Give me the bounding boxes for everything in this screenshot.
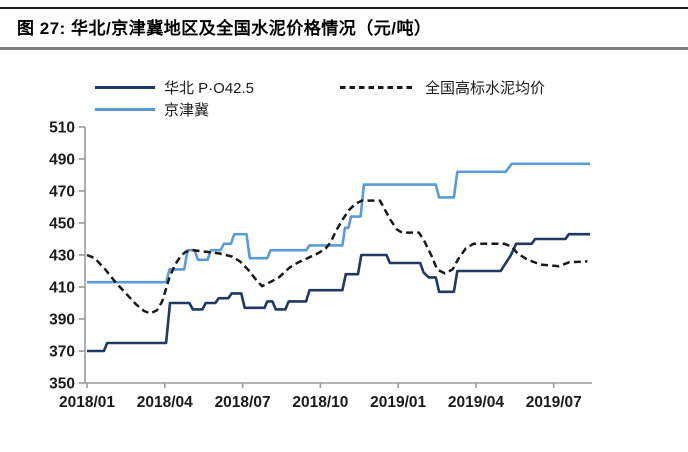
y-tick-label: 350 <box>49 376 75 393</box>
y-tick-label: 430 <box>49 248 75 265</box>
y-tick-label: 490 <box>49 152 75 169</box>
top-divider <box>0 7 688 9</box>
series-line-0 <box>87 232 590 353</box>
legend-label-huabei: 华北 P·O42.5 <box>164 80 255 97</box>
y-tick-label: 410 <box>49 280 75 297</box>
y-tick-label: 370 <box>49 344 75 361</box>
series-line-1 <box>87 162 590 284</box>
legend-item-huabei: 华北 P·O42.5 <box>95 77 254 98</box>
x-tick-label: 2019/01 <box>370 394 426 411</box>
legend-item-jingjinji: 京津冀 <box>95 99 209 120</box>
title-divider <box>0 47 688 50</box>
series-line-2 <box>86 199 588 315</box>
legend-line-sample-jingjinji <box>95 108 155 111</box>
x-tick-label: 2019/04 <box>448 394 504 411</box>
x-tick-label: 2018/10 <box>292 394 348 411</box>
x-tick-label: 2018/07 <box>215 394 271 411</box>
axes-lines <box>84 127 592 384</box>
y-tick-label: 450 <box>49 216 75 233</box>
x-tick-label: 2019/07 <box>526 394 582 411</box>
legend-item-national: 全国高标水泥均价 <box>340 77 545 98</box>
x-tick-label: 2018/01 <box>59 394 115 411</box>
legend-label-national: 全国高标水泥均价 <box>425 80 546 97</box>
y-tick-label: 470 <box>49 184 75 201</box>
legend-label-jingjinji: 京津冀 <box>164 102 210 119</box>
legend-line-sample-national <box>340 86 416 89</box>
x-tick-label: 2018/04 <box>137 394 193 411</box>
figure-title: 图 27: 华北/京津冀地区及全国水泥价格情况（元/吨） <box>17 19 432 38</box>
y-tick-label: 390 <box>49 312 75 329</box>
legend-line-sample-huabei <box>95 86 155 89</box>
y-tick-label: 510 <box>49 120 75 137</box>
